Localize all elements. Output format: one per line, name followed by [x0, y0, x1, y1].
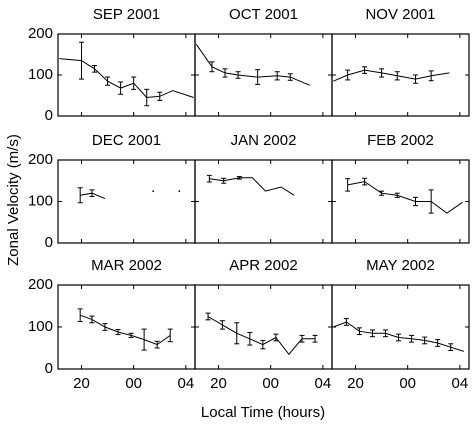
panel-title: MAY 2002 [366, 257, 435, 274]
y-tick-label: 200 [28, 25, 53, 42]
panel-title: JAN 2002 [231, 132, 297, 149]
y-axis-label: Zonal Velocity (m/s) [5, 134, 22, 266]
data-line [333, 69, 450, 82]
y-tick-label: 100 [28, 66, 53, 83]
panel-title: MAR 2002 [91, 257, 162, 274]
point [178, 190, 181, 193]
x-tick-label: 20 [73, 375, 90, 392]
x-tick-label: 04 [178, 375, 195, 392]
panel-title: FEB 2002 [367, 132, 434, 149]
panel-frame [331, 284, 470, 370]
y-tick-label: 0 [45, 234, 53, 251]
panel-frame [331, 159, 470, 244]
panel-frame [57, 33, 196, 117]
y-tick-label: 200 [28, 276, 53, 293]
y-tick-label: 200 [28, 151, 53, 168]
x-tick-label: 20 [347, 375, 364, 392]
data-line [209, 177, 295, 196]
x-axis-label: Local Time (hours) [201, 404, 325, 421]
y-tick-label: 0 [45, 107, 53, 124]
x-tick-label: 20 [210, 375, 227, 392]
data-line [80, 192, 106, 200]
panel-frame [57, 284, 196, 370]
y-tick-label: 0 [45, 360, 53, 377]
x-tick-label: 00 [125, 375, 142, 392]
panel-frame [57, 159, 196, 244]
x-tick-label: 00 [262, 375, 279, 392]
panel-title: OCT 2001 [229, 6, 298, 23]
panel-frame [194, 159, 333, 244]
panel-frame [194, 284, 333, 370]
panel-frame [331, 33, 470, 117]
panel-title: NOV 2001 [365, 6, 435, 23]
x-tick-label: 04 [452, 375, 469, 392]
data-line [59, 58, 194, 99]
panel-title: SEP 2001 [93, 6, 160, 23]
y-tick-label: 100 [28, 192, 53, 209]
panel-frame [194, 33, 333, 117]
data-line [195, 44, 310, 86]
y-tick-label: 100 [28, 318, 53, 335]
data-line [347, 181, 463, 214]
x-tick-label: 04 [315, 375, 332, 392]
panel-title: DEC 2001 [92, 132, 161, 149]
x-tick-label: 00 [399, 375, 416, 392]
panel-title: APR 2002 [229, 257, 297, 274]
point [152, 190, 155, 193]
data-line [80, 314, 171, 346]
